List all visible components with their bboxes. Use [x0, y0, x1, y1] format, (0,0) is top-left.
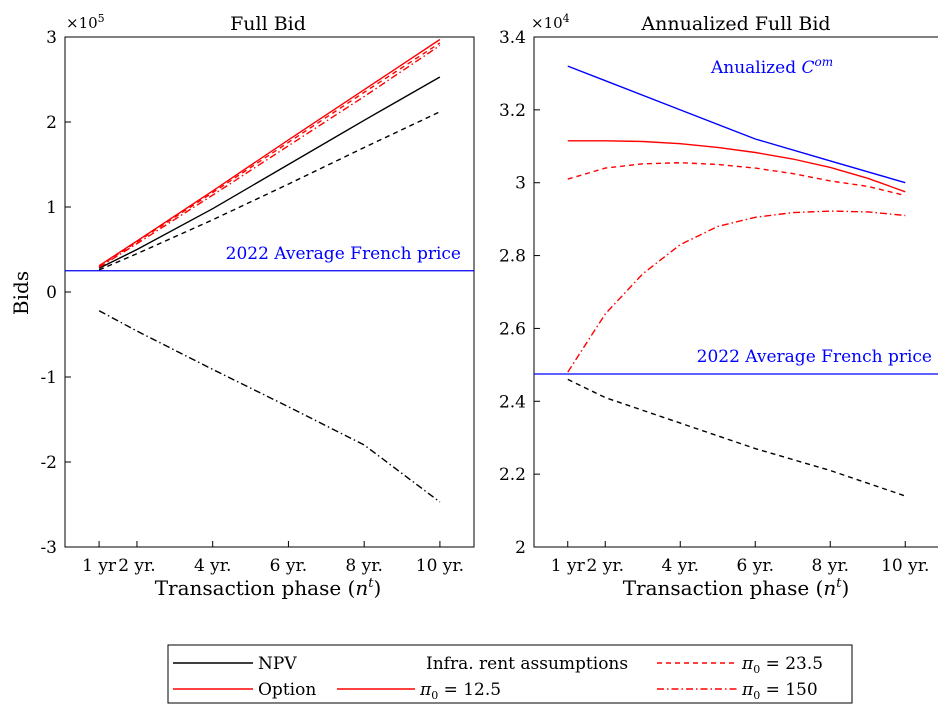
- x-tick-label: 2 yr.: [587, 556, 625, 576]
- annualized-full-bid-panel: 2 2.2 2.4 2.6 2.8 3 3.2 3.4 1 yr 2 yr. 4 yr. 6 yr. 8…: [499, 12, 938, 600]
- npv-series-line: [98, 111, 441, 271]
- legend-pi1-label: π0 = 12.5: [419, 680, 501, 702]
- legend-npv-label: NPV: [258, 654, 297, 674]
- y-tick-label: 3.2: [499, 101, 526, 121]
- annualized-series: [534, 65, 938, 497]
- x-tick-label: 1 yr: [551, 556, 586, 576]
- x-tick-label: 4 yr.: [194, 556, 232, 576]
- legend-box: [167, 644, 853, 704]
- full-bid-y-axis-label: Bids: [9, 271, 33, 315]
- y-tick-label: 0: [46, 283, 57, 303]
- npv-series-line: [98, 310, 441, 503]
- y-tick-label: 2.6: [499, 319, 526, 339]
- y-tick-label: 1: [46, 198, 57, 218]
- option-series-line: [98, 38, 441, 267]
- x-tick-label: 1 yr: [82, 556, 117, 576]
- com-series-line: [567, 65, 906, 184]
- legend-option-label: Option: [258, 680, 316, 700]
- x-tick-label: 2 yr.: [118, 556, 156, 576]
- y-tick-label: -3: [40, 538, 57, 558]
- full-bid-plot-box: [64, 36, 475, 548]
- full-bid-reference-annotation: 2022 Average French price: [226, 244, 461, 264]
- y-tick-label: 3.4: [499, 28, 526, 48]
- annualized-x-axis-label: Transaction phase (nt): [623, 576, 850, 600]
- x-tick-label: 10 yr.: [881, 556, 929, 576]
- annualized-title: Annualized Full Bid: [640, 13, 830, 35]
- full-bid-y-multiplier: ×105: [66, 12, 105, 32]
- x-tick-label: 8 yr.: [345, 556, 383, 576]
- option-series-line: [567, 210, 906, 373]
- legend: NPV Option Infra. rent assumptions π0 = …: [167, 644, 853, 704]
- x-tick-label: 4 yr.: [662, 556, 700, 576]
- x-tick-label: 6 yr.: [737, 556, 775, 576]
- y-tick-label: 2: [46, 113, 57, 133]
- option-series-line: [567, 140, 906, 193]
- full-bid-series: [65, 38, 474, 503]
- y-tick-label: 2.4: [499, 392, 526, 412]
- annualized-plot-box: [533, 36, 938, 548]
- full-bid-panel: -3 -2 -1 0 1 2 3 1 yr 2 yr. 4 yr. 6 yr. 8 yr. 10 yr.…: [9, 12, 475, 600]
- full-bid-axes: -3 -2 -1 0 1 2 3 1 yr 2 yr. 4 yr. 6 yr. 8 yr. 10 yr.: [40, 28, 464, 576]
- legend-pi2-label: π0 = 23.5: [741, 654, 823, 676]
- x-tick-label: 8 yr.: [812, 556, 850, 576]
- y-tick-label: 2.2: [499, 465, 526, 485]
- full-bid-x-axis-label: Transaction phase (nt): [155, 576, 382, 600]
- y-tick-label: -1: [40, 368, 57, 388]
- y-tick-label: 2: [515, 538, 526, 558]
- annualized-com-label: Anualized Com: [710, 55, 833, 78]
- annualized-axes: 2 2.2 2.4 2.6 2.8 3 3.2 3.4 1 yr 2 yr. 4 yr. 6 yr. 8…: [499, 28, 929, 576]
- option-series-line: [98, 42, 441, 268]
- full-bid-title: Full Bid: [230, 13, 306, 35]
- npv-series-line: [98, 76, 441, 269]
- annualized-reference-annotation: 2022 Average French price: [697, 347, 932, 367]
- x-tick-label: 6 yr.: [270, 556, 308, 576]
- option-series-line: [567, 161, 906, 197]
- y-tick-label: -2: [40, 453, 57, 473]
- legend-pi3-label: π0 = 150: [741, 680, 818, 702]
- y-tick-label: 3: [46, 28, 57, 48]
- legend-infra-rent-title: Infra. rent assumptions: [426, 654, 628, 674]
- npv-series-line: [567, 378, 906, 497]
- x-tick-label: 10 yr.: [416, 556, 464, 576]
- y-tick-label: 2.8: [499, 247, 526, 267]
- y-tick-label: 3: [515, 174, 526, 194]
- annualized-y-multiplier: ×104: [531, 12, 570, 32]
- option-series-line: [98, 44, 441, 268]
